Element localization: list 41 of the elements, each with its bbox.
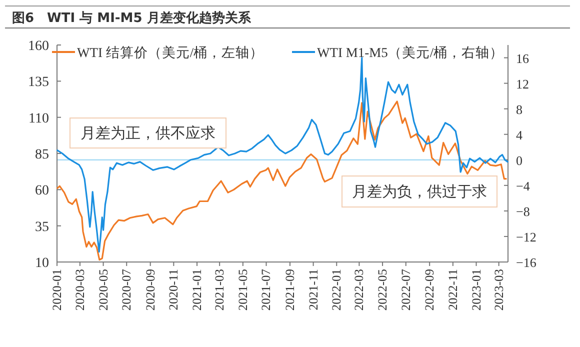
x-tick-label: 2021-03 bbox=[212, 269, 227, 311]
y2-tick-label: 0 bbox=[516, 152, 522, 168]
y2-tick-label: 16 bbox=[516, 50, 530, 66]
y2-tick-label: −16 bbox=[516, 255, 537, 270]
y2-tick-label: −8 bbox=[516, 204, 530, 219]
annotation: 月差为正，供不应求 bbox=[80, 125, 216, 142]
legend-label: WTI M1-M5（美元/桶，右轴） bbox=[317, 45, 504, 60]
y2-tick-label: −4 bbox=[516, 178, 530, 194]
y2-tick-label: 4 bbox=[516, 127, 523, 142]
y-tick-label: 10 bbox=[35, 256, 49, 271]
x-tick-label: 2022-05 bbox=[376, 269, 390, 311]
x-tick-label: 2020-09 bbox=[143, 269, 158, 311]
legend-label: WTI 结算价（美元/桶，左轴） bbox=[77, 45, 264, 60]
y2-tick-label: 12 bbox=[516, 76, 529, 92]
y-tick-label: 60 bbox=[35, 184, 49, 199]
x-tick-label: 2020-11 bbox=[166, 269, 181, 310]
y-tick-label: 160 bbox=[28, 39, 49, 54]
y2-tick-label: −12 bbox=[516, 229, 536, 244]
y-tick-label: 35 bbox=[35, 220, 49, 235]
x-tick-label: 2021-09 bbox=[282, 269, 297, 311]
x-tick-label: 2020-01 bbox=[50, 269, 64, 311]
x-tick-label: 2022-03 bbox=[352, 269, 366, 311]
chart-title: 图6 WTI 与 MI-M5 月差变化趋势关系 bbox=[12, 10, 252, 26]
x-tick-label: 2023-01 bbox=[469, 269, 484, 311]
x-tick-label: 2023-03 bbox=[492, 269, 506, 311]
x-tick-label: 2020-03 bbox=[72, 269, 87, 311]
x-tick-label: 2021-01 bbox=[190, 269, 204, 311]
x-tick-label: 2022-09 bbox=[422, 269, 437, 311]
x-tick-label: 2021-07 bbox=[259, 269, 274, 311]
y-tick-label: 135 bbox=[28, 75, 49, 90]
y-tick-label: 85 bbox=[35, 148, 49, 162]
x-tick-label: 2021-11 bbox=[306, 269, 320, 310]
y-tick-label: 110 bbox=[28, 111, 49, 126]
x-tick-label: 2022-07 bbox=[398, 269, 413, 311]
x-tick-label: 2020-05 bbox=[96, 269, 110, 311]
x-tick-label: 2022-11 bbox=[446, 269, 460, 310]
y2-tick-label: 8 bbox=[516, 102, 522, 117]
x-tick-label: 2020-07 bbox=[120, 269, 134, 311]
annotation: 月差为负，供过于求 bbox=[352, 184, 487, 200]
x-tick-label: 2022-01 bbox=[330, 269, 344, 311]
x-tick-label: 2021-05 bbox=[236, 269, 250, 311]
